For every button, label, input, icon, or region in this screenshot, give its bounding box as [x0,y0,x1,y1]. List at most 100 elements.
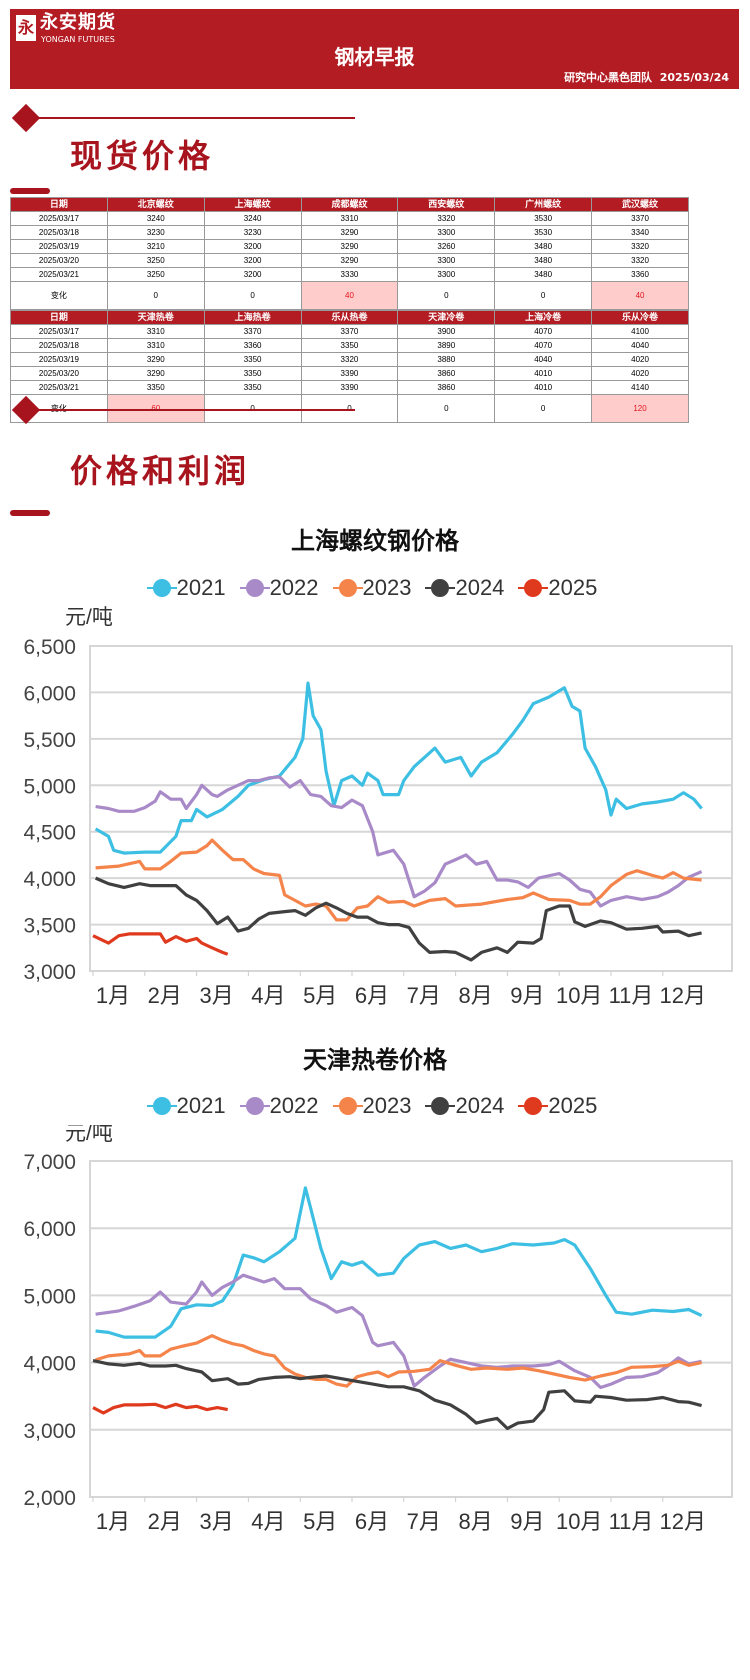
table-cell: 3250 [106,253,205,268]
rebar-spot-table: 日期 北京螺纹 上海螺纹 成都螺纹 西安螺纹 广州螺纹 武汉螺纹 2025/03/17 3240… [10,197,689,310]
column-header: 成都螺纹 [300,197,399,212]
legend-marker-icon [425,1097,456,1115]
legend-item[interactable]: 2024 [425,1093,504,1118]
legend-item[interactable]: 2022 [239,1093,319,1118]
change-cell: 120 [591,394,689,423]
change-cell: 0 [106,281,205,310]
table-cell: 2025/03/20 [10,366,108,381]
x-tick-label: 8月 [458,1509,492,1534]
y-tick-label: 4,500 [23,822,76,845]
table-cell: 4010 [494,380,593,395]
table-cell: 3290 [300,253,399,268]
column-header: 上海冷卷 [494,310,593,325]
change-cell: 0 [494,394,593,423]
x-tick-label: 4月 [251,983,285,1008]
table-cell: 3340 [591,225,689,240]
change-cell: 0 [203,394,302,423]
table-cell: 4070 [494,324,593,339]
legend-label: 2023 [362,1093,412,1118]
table-cell: 3480 [494,239,593,254]
table-cell: 4100 [591,324,689,339]
legend-item[interactable]: 2022 [239,575,319,600]
coil-spot-table: 日期 天津热卷 上海热卷 乐从热卷 天津冷卷 上海冷卷 乐从冷卷 2025/03/17 3310… [10,310,689,423]
legend-label: 2022 [269,575,319,600]
legend-marker-icon [332,1097,363,1115]
y-tick-label: 4,000 [23,1353,76,1376]
legend-marker-icon [239,1097,270,1115]
table-cell: 3290 [106,366,205,381]
table-cell: 3350 [203,380,302,395]
table-cell: 2025/03/18 [10,338,108,353]
table-cell: 3360 [591,267,689,282]
table-cell: 3230 [203,225,302,240]
table-header-row: 日期 天津热卷 上海热卷 乐从热卷 天津冷卷 上海冷卷 乐从冷卷 [10,310,689,325]
column-header: 上海螺纹 [203,197,302,212]
section-title-spot: 现货价格 [70,137,215,175]
team-date: 研究中心黑色团队 2025/03/24 [564,72,729,83]
section-divider [30,409,355,411]
section-title-price-profit: 价格和利润 [70,452,251,490]
table-row: 2025/03/19 3290 3350 3320 3880 4040 4020 [10,352,689,367]
x-tick-label: 12月 [660,983,706,1008]
x-tick-label: 11月 [609,1509,654,1534]
table-cell: 2025/03/21 [10,380,108,395]
column-header: 乐从冷卷 [591,310,689,325]
table-cell: 3250 [106,267,205,282]
table-cell: 4010 [494,366,593,381]
legend-label: 2025 [548,1093,598,1118]
table-cell: 3390 [300,380,399,395]
table-row: 2025/03/18 3230 3230 3290 3300 3530 3340 [10,225,689,240]
legend-item[interactable]: 2023 [332,1093,412,1118]
table-cell: 3200 [203,253,302,268]
table-cell: 3860 [397,380,496,395]
table-cell: 3350 [203,352,302,367]
column-header: 天津热卷 [106,310,205,325]
legend-item[interactable]: 2023 [332,575,412,600]
table-row: 2025/03/20 3290 3350 3390 3860 4010 4020 [10,366,689,381]
table-cell: 4040 [591,338,689,353]
table-cell: 2025/03/21 [10,267,108,282]
section-pill [10,510,50,516]
x-tick-label: 10月 [556,1509,602,1534]
series-line-2021 [95,1186,703,1339]
table-cell: 3530 [494,211,593,226]
table-row: 2025/03/19 3210 3200 3290 3260 3480 3320 [10,239,689,254]
table-cell: 3350 [106,380,205,395]
x-tick-label: 3月 [199,1509,233,1534]
series-line-2025 [92,932,229,956]
change-cell: 0 [397,394,496,423]
change-cell: 变化 [10,281,108,310]
table-cell: 4070 [494,338,593,353]
x-tick-label: 4月 [251,1509,285,1534]
legend-item[interactable]: 2021 [146,1093,226,1118]
table-cell: 3320 [591,253,689,268]
x-tick-label: 11月 [609,983,654,1008]
legend-item[interactable]: 2025 [518,1093,598,1118]
table-row: 2025/03/21 3350 3350 3390 3860 4010 4140 [10,380,689,395]
x-tick-label: 2月 [148,983,182,1008]
x-tick-label: 3月 [199,983,233,1008]
report-title: 钢材早报 [334,45,415,69]
y-tick-label: 3,500 [23,915,76,938]
change-cell: 60 [106,394,205,423]
legend-label: 2023 [362,575,412,600]
change-row: 变化 60 0 0 0 0 120 [10,394,689,423]
series-line-2025 [92,1402,229,1415]
table-row: 2025/03/20 3250 3200 3290 3300 3480 3320 [10,253,689,268]
table-cell: 3900 [397,324,496,339]
x-tick-label: 6月 [355,1509,389,1534]
legend-item[interactable]: 2024 [425,575,504,600]
legend-item[interactable]: 2021 [146,575,226,600]
table-cell: 3530 [494,225,593,240]
y-tick-label: 7,000 [23,1151,76,1174]
x-tick-label: 9月 [510,983,544,1008]
y-tick-label: 5,500 [23,729,76,752]
legend-marker-icon [146,579,177,597]
legend-label: 2021 [176,1093,226,1118]
table-cell: 3860 [397,366,496,381]
column-header: 西安螺纹 [397,197,496,212]
plot-area [89,1160,733,1498]
chart-title-hrc: 天津热卷价格 [303,1046,447,1074]
y-tick-label: 6,000 [23,1218,76,1241]
legend-item[interactable]: 2025 [518,575,597,600]
